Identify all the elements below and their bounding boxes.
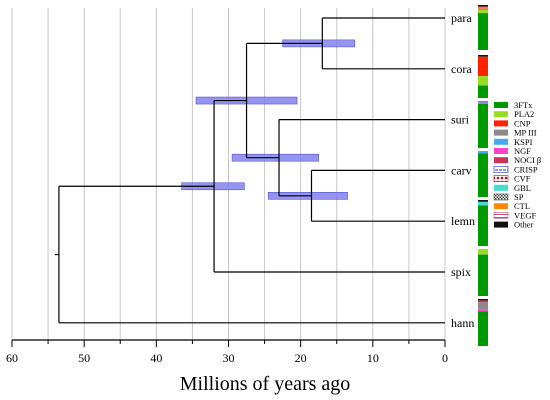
legend-label: SP xyxy=(514,192,524,202)
composition-segment-cora xyxy=(478,85,488,98)
x-tick-label: 30 xyxy=(223,351,235,365)
tree-branches xyxy=(54,17,445,324)
legend-swatch xyxy=(494,157,508,164)
legend-label: PLA2 xyxy=(514,109,534,119)
legend-swatch xyxy=(494,221,508,228)
composition-segment-cora xyxy=(478,55,488,57)
composition-segment-lemn xyxy=(478,201,488,206)
legend-label: CVF xyxy=(514,174,531,184)
composition-segment-para xyxy=(478,5,488,7)
x-tick-label: 20 xyxy=(295,351,307,365)
taxon-label-hann: hann xyxy=(451,316,474,330)
x-tick-label: 10 xyxy=(367,351,379,365)
legend-label: CNP xyxy=(514,118,531,128)
legend-label: Other xyxy=(514,220,534,230)
legend-label: MP III xyxy=(514,128,537,138)
taxon-label-lemn: lemn xyxy=(451,214,475,228)
composition-segment-lemn xyxy=(478,200,488,202)
grid-lines xyxy=(11,8,446,340)
taxon-label-para: para xyxy=(451,11,472,25)
composition-segment-lemn xyxy=(478,205,488,246)
composition-segment-carv xyxy=(478,153,488,197)
legend-swatch xyxy=(493,175,509,182)
x-axis-title: Millions of years ago xyxy=(180,373,351,395)
composition-segment-para xyxy=(478,13,488,51)
legend-label: CTL xyxy=(514,201,530,211)
legend-label: VEGF xyxy=(514,210,536,220)
legend-label: GBL xyxy=(514,183,531,193)
composition-segment-hann xyxy=(478,300,488,303)
legend-label: NOCI β xyxy=(514,155,541,165)
taxon-label-suri: suri xyxy=(451,113,470,127)
legend-swatch xyxy=(493,193,509,201)
x-tick-label: 40 xyxy=(150,351,162,365)
taxon-label-cora: cora xyxy=(451,62,472,76)
legend-label: CRISP xyxy=(514,164,538,174)
composition-segment-para xyxy=(478,9,488,14)
legend-swatch xyxy=(494,138,508,145)
legend-swatch xyxy=(494,184,508,191)
composition-segment-para xyxy=(478,8,488,10)
x-tick-label: 50 xyxy=(78,351,90,365)
composition-segment-spix xyxy=(478,249,488,255)
composition-segment-suri xyxy=(478,103,488,148)
legend-label: 3FTx xyxy=(514,100,533,110)
composition-segment-hann xyxy=(478,311,488,346)
legend-swatch xyxy=(493,166,509,173)
taxon-label-spix: spix xyxy=(451,265,471,279)
legend-swatch xyxy=(493,212,509,219)
composition-segment-hann xyxy=(478,309,488,312)
composition-segment-hann xyxy=(478,299,488,301)
composition-segment-suri xyxy=(478,102,488,104)
composition-segment-para xyxy=(478,6,488,9)
x-axis: 60 50 40 30 20 10 0 xyxy=(6,339,448,365)
legend-label: NGF xyxy=(514,146,531,156)
legend-swatch xyxy=(494,102,508,108)
legend-swatch xyxy=(494,111,508,118)
composition-segment-hann xyxy=(478,302,488,310)
legend-label: KSPI xyxy=(514,137,533,147)
taxon-label-carv: carv xyxy=(451,163,472,177)
composition-segment-cora xyxy=(478,56,488,77)
legend-swatch xyxy=(494,129,508,136)
composition-segment-carv xyxy=(478,151,488,154)
legend-swatch xyxy=(494,203,508,210)
x-tick-label: 60 xyxy=(6,351,18,365)
legend-swatch xyxy=(494,120,508,127)
legend-swatch xyxy=(494,148,508,154)
composition-segment-suri xyxy=(478,101,488,103)
taxon-labels: para cora suri carv lemn spix hann xyxy=(451,11,475,330)
x-tick-label: 0 xyxy=(442,351,448,365)
venom-composition-bars xyxy=(478,5,488,346)
composition-segment-cora xyxy=(478,76,488,86)
composition-segment-spix xyxy=(478,254,488,296)
